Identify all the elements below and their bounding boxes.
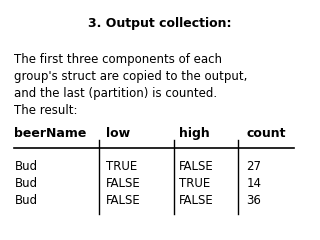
Text: high: high — [179, 127, 210, 140]
Text: TRUE: TRUE — [106, 160, 137, 173]
Text: Bud: Bud — [14, 177, 37, 190]
Text: count: count — [246, 127, 286, 140]
Text: Bud: Bud — [14, 194, 37, 207]
Text: FALSE: FALSE — [179, 160, 214, 173]
Text: 3. Output collection:: 3. Output collection: — [88, 17, 232, 30]
Text: FALSE: FALSE — [106, 177, 140, 190]
Text: Bud: Bud — [14, 160, 37, 173]
Text: FALSE: FALSE — [179, 194, 214, 207]
Text: beerName: beerName — [14, 127, 87, 140]
Text: 27: 27 — [246, 160, 261, 173]
Text: TRUE: TRUE — [179, 177, 211, 190]
Text: 36: 36 — [246, 194, 261, 207]
Text: The first three components of each
group's struct are copied to the output,
and : The first three components of each group… — [14, 53, 248, 117]
Text: 14: 14 — [246, 177, 261, 190]
Text: FALSE: FALSE — [106, 194, 140, 207]
Text: low: low — [106, 127, 130, 140]
